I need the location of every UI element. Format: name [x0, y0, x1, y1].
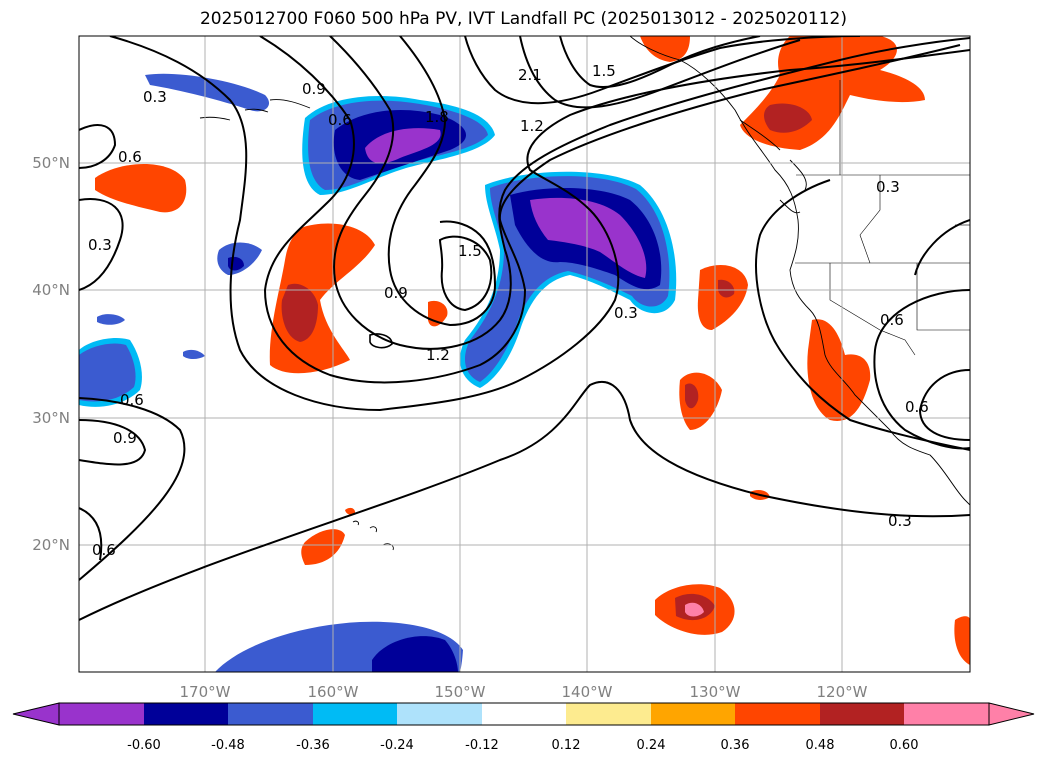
colorbar-segment — [144, 703, 228, 725]
contour-label: 1.5 — [458, 242, 482, 260]
contour-label: 0.3 — [888, 512, 912, 530]
lon-label-130w: 130°W — [690, 683, 741, 701]
contour-label: 0.6 — [120, 391, 144, 409]
colorbar-tick-label: -0.48 — [211, 738, 245, 753]
colorbar-tick-label: 0.12 — [552, 738, 581, 753]
colorbar-segment — [651, 703, 735, 725]
colorbar-segment — [397, 703, 482, 725]
colorbar-tick-label: 0.48 — [806, 738, 835, 753]
colorbar-extend-low — [12, 702, 60, 726]
colorbar: -0.60 -0.48 -0.36 -0.24 -0.12 0.12 0.24 … — [12, 702, 1035, 753]
colorbar-segment — [735, 703, 820, 725]
map-title: 2025012700 F060 500 hPa PV, IVT Landfall… — [199, 9, 847, 29]
contour-label: 2.1 — [518, 66, 542, 84]
colorbar-segment — [482, 703, 566, 725]
contour-label: 0.3 — [143, 88, 167, 106]
map-frame — [78, 35, 971, 673]
lat-label-50n: 50°N — [32, 154, 70, 172]
colorbar-tick-label: -0.12 — [465, 738, 499, 753]
lon-label-170w: 170°W — [180, 683, 231, 701]
colorbar-segment — [228, 703, 313, 725]
colorbar-segment — [59, 703, 144, 725]
lon-label-150w: 150°W — [435, 683, 486, 701]
contour-label: 0.9 — [384, 284, 408, 302]
contour-label: 0.3 — [88, 236, 112, 254]
colorbar-tick-label: 0.24 — [637, 738, 666, 753]
contour-label: 0.3 — [876, 178, 900, 196]
contour-label-group: 0.3 0.6 0.3 0.9 0.6 1.8 2.1 1.5 1.2 1.5 … — [88, 62, 929, 559]
contour-label: 1.2 — [426, 346, 450, 364]
contour-label: 0.3 — [614, 304, 638, 322]
colorbar-frame — [58, 702, 990, 726]
colorbar-tick-label: -0.24 — [380, 738, 414, 753]
contour-label: 1.2 — [520, 117, 544, 135]
colorbar-tick-label: 0.36 — [721, 738, 750, 753]
contour-label: 0.9 — [302, 80, 326, 98]
contour-label: 1.5 — [592, 62, 616, 80]
colorbar-segment — [820, 703, 904, 725]
lon-label-140w: 140°W — [562, 683, 613, 701]
gridlines — [79, 36, 970, 672]
contour-label: 0.6 — [880, 311, 904, 329]
lat-label-40n: 40°N — [32, 281, 70, 299]
ivt-contours — [79, 36, 970, 621]
longitude-labels: 170°W 160°W 150°W 140°W 130°W 120°W — [180, 683, 868, 701]
colorbar-segment — [904, 703, 989, 725]
colorbar-ticks: -0.60 -0.48 -0.36 -0.24 -0.12 0.12 0.24 … — [127, 738, 918, 753]
lon-label-160w: 160°W — [308, 683, 359, 701]
contour-label: 0.9 — [113, 429, 137, 447]
colorbar-extend-high — [988, 702, 1035, 726]
state-borders — [795, 80, 970, 356]
contour-label: 0.6 — [118, 148, 142, 166]
lon-label-120w: 120°W — [817, 683, 868, 701]
colorbar-tick-label: 0.60 — [890, 738, 919, 753]
map-panel: 0.3 0.6 0.3 0.9 0.6 1.8 2.1 1.5 1.2 1.5 … — [79, 36, 970, 672]
contour-label: 1.8 — [425, 108, 449, 126]
lat-label-30n: 30°N — [32, 409, 70, 427]
colorbar-segment — [313, 703, 397, 725]
contour-label: 0.6 — [328, 111, 352, 129]
colorbar-tick-label: -0.36 — [296, 738, 330, 753]
lat-label-20n: 20°N — [32, 536, 70, 554]
colorbar-tick-label: -0.60 — [127, 738, 161, 753]
latitude-labels: 50°N 40°N 30°N 20°N — [32, 154, 70, 554]
contour-label: 0.6 — [92, 541, 116, 559]
contour-label: 0.6 — [905, 398, 929, 416]
colorbar-segment — [566, 703, 651, 725]
